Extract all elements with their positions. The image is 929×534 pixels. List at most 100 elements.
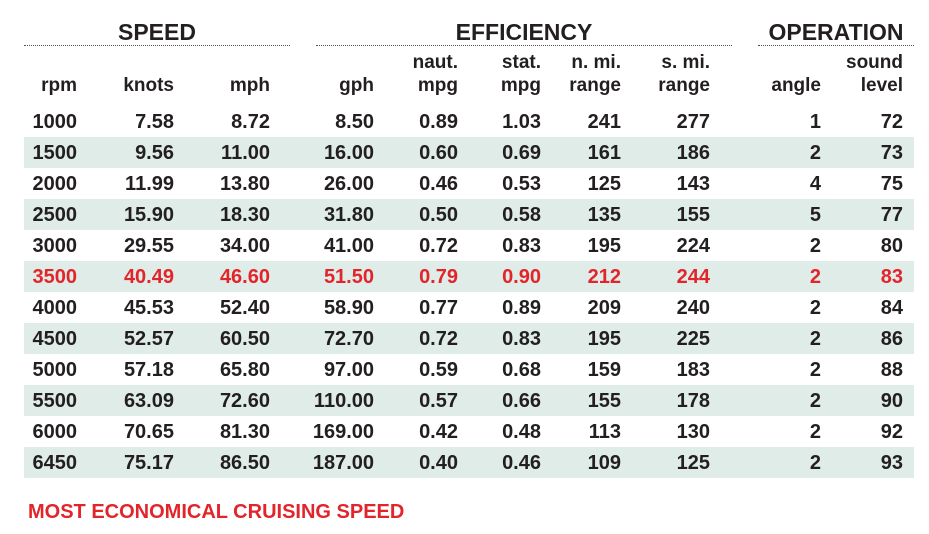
cell-s-range: 240	[676, 297, 710, 319]
group-divider-speed	[24, 45, 290, 46]
cell-stat-mpg: 0.46	[502, 452, 541, 474]
cell-rpm: 1000	[32, 111, 78, 133]
cell-sound: 83	[880, 266, 903, 288]
cell-gph: 41.00	[323, 235, 374, 257]
cell-gph: 16.00	[323, 142, 374, 164]
cell-rpm: 6450	[32, 452, 78, 474]
cell-angle: 2	[809, 452, 821, 474]
header-s-range-line1: s. mi.	[661, 52, 710, 73]
cell-sound: 86	[880, 328, 903, 350]
cell-stat-mpg: 0.90	[502, 266, 541, 288]
cell-sound: 93	[880, 452, 903, 474]
cell-rpm: 1500	[32, 142, 78, 164]
cell-n-range: 212	[587, 266, 621, 288]
cell-rpm: 2000	[32, 173, 78, 195]
cell-n-range: 113	[588, 421, 621, 443]
cell-angle: 2	[809, 390, 821, 412]
legend-most-economical: MOST ECONOMICAL CRUISING SPEED	[28, 501, 405, 523]
header-naut-mpg-line2: mpg	[417, 75, 458, 96]
cell-sound: 77	[880, 204, 903, 226]
cell-gph: 31.80	[323, 204, 374, 226]
table-row: 4000 45.53 52.40 58.90 0.77 0.89 209 240 2 84	[24, 292, 914, 323]
header-n-range-line1: n. mi.	[571, 52, 621, 73]
cell-angle: 2	[809, 421, 821, 443]
cell-angle: 2	[809, 266, 821, 288]
cell-rpm: 6000	[32, 421, 78, 443]
cell-naut-mpg: 0.89	[419, 111, 458, 133]
cell-rpm: 3500	[32, 266, 78, 288]
cell-rpm: 4500	[32, 328, 78, 350]
cell-angle: 2	[809, 297, 821, 319]
cell-s-range: 225	[676, 328, 710, 350]
cell-sound: 90	[880, 390, 903, 412]
cell-sound: 72	[880, 111, 903, 133]
cell-knots: 75.17	[123, 452, 174, 474]
cell-gph: 58.90	[323, 297, 374, 319]
cell-rpm: 5000	[32, 359, 78, 381]
cell-n-range: 159	[587, 359, 621, 381]
cell-s-range: 125	[676, 452, 710, 474]
cell-s-range: 244	[676, 266, 710, 288]
cell-angle: 2	[809, 359, 821, 381]
header-stat-mpg-line1: stat.	[501, 52, 541, 73]
cell-angle: 4	[809, 173, 821, 195]
cell-s-range: 277	[676, 111, 710, 133]
cell-stat-mpg: 0.68	[502, 359, 541, 381]
cell-knots: 70.65	[123, 421, 174, 443]
cell-knots: 9.56	[135, 142, 174, 164]
cell-n-range: 135	[587, 204, 621, 226]
cell-naut-mpg: 0.77	[419, 297, 458, 319]
cell-mph: 86.50	[219, 452, 270, 474]
header-mph-line2: mph	[229, 75, 270, 96]
cell-mph: 60.50	[219, 328, 270, 350]
cell-knots: 40.49	[123, 266, 174, 288]
cell-mph: 72.60	[219, 390, 270, 412]
cell-stat-mpg: 0.89	[502, 297, 541, 319]
cell-knots: 15.90	[123, 204, 174, 226]
cell-rpm: 5500	[32, 390, 78, 412]
header-sound-line2: level	[860, 75, 903, 96]
cell-mph: 18.30	[219, 204, 270, 226]
cell-naut-mpg: 0.59	[419, 359, 458, 381]
header-gph-line2: gph	[339, 75, 374, 96]
table-row: 3500 40.49 46.60 51.50 0.79 0.90 212 244 2 83	[24, 261, 914, 292]
cell-rpm: 4000	[32, 297, 78, 319]
cell-knots: 52.57	[123, 328, 174, 350]
cell-gph: 187.00	[312, 452, 374, 474]
cell-naut-mpg: 0.40	[419, 452, 458, 474]
table-row: 1000 7.58 8.72 8.50 0.89 1.03 241 277 1 72	[24, 106, 914, 137]
cell-s-range: 224	[676, 235, 710, 257]
table-row: 2000 11.99 13.80 26.00 0.46 0.53 125 143 4 75	[24, 168, 914, 199]
cell-mph: 8.72	[231, 111, 270, 133]
cell-s-range: 143	[676, 173, 710, 195]
cell-mph: 52.40	[219, 297, 270, 319]
cell-s-range: 130	[676, 421, 710, 443]
cell-naut-mpg: 0.72	[419, 328, 458, 350]
cell-rpm: 2500	[32, 204, 78, 226]
header-rpm-line2: rpm	[41, 75, 77, 96]
cell-gph: 110.00	[313, 390, 374, 412]
cell-knots: 63.09	[123, 390, 174, 412]
cell-stat-mpg: 0.83	[502, 328, 541, 350]
cell-gph: 8.50	[335, 111, 374, 133]
cell-angle: 5	[809, 204, 821, 226]
header-knots-line2: knots	[123, 75, 174, 96]
table-row: 2500 15.90 18.30 31.80 0.50 0.58 135 155 5 77	[24, 199, 914, 230]
cell-gph: 169.00	[312, 421, 374, 443]
cell-knots: 29.55	[123, 235, 174, 257]
cell-n-range: 161	[587, 142, 621, 164]
cell-naut-mpg: 0.50	[419, 204, 458, 226]
group-title-operation: OPERATION	[768, 19, 904, 45]
cell-n-range: 195	[587, 328, 621, 350]
cell-naut-mpg: 0.72	[419, 235, 458, 257]
cell-stat-mpg: 0.69	[502, 142, 541, 164]
cell-mph: 46.60	[219, 266, 270, 288]
table-row: 1500 9.56 11.00 16.00 0.60 0.69 161 186 2 73	[24, 137, 914, 168]
cell-knots: 11.99	[125, 173, 174, 195]
cell-angle: 2	[809, 328, 821, 350]
table-row: 5000 57.18 65.80 97.00 0.59 0.68 159 183 2 88	[24, 354, 914, 385]
cell-gph: 97.00	[323, 359, 374, 381]
cell-mph: 81.30	[219, 421, 270, 443]
cell-s-range: 155	[676, 204, 710, 226]
cell-sound: 84	[880, 297, 903, 319]
